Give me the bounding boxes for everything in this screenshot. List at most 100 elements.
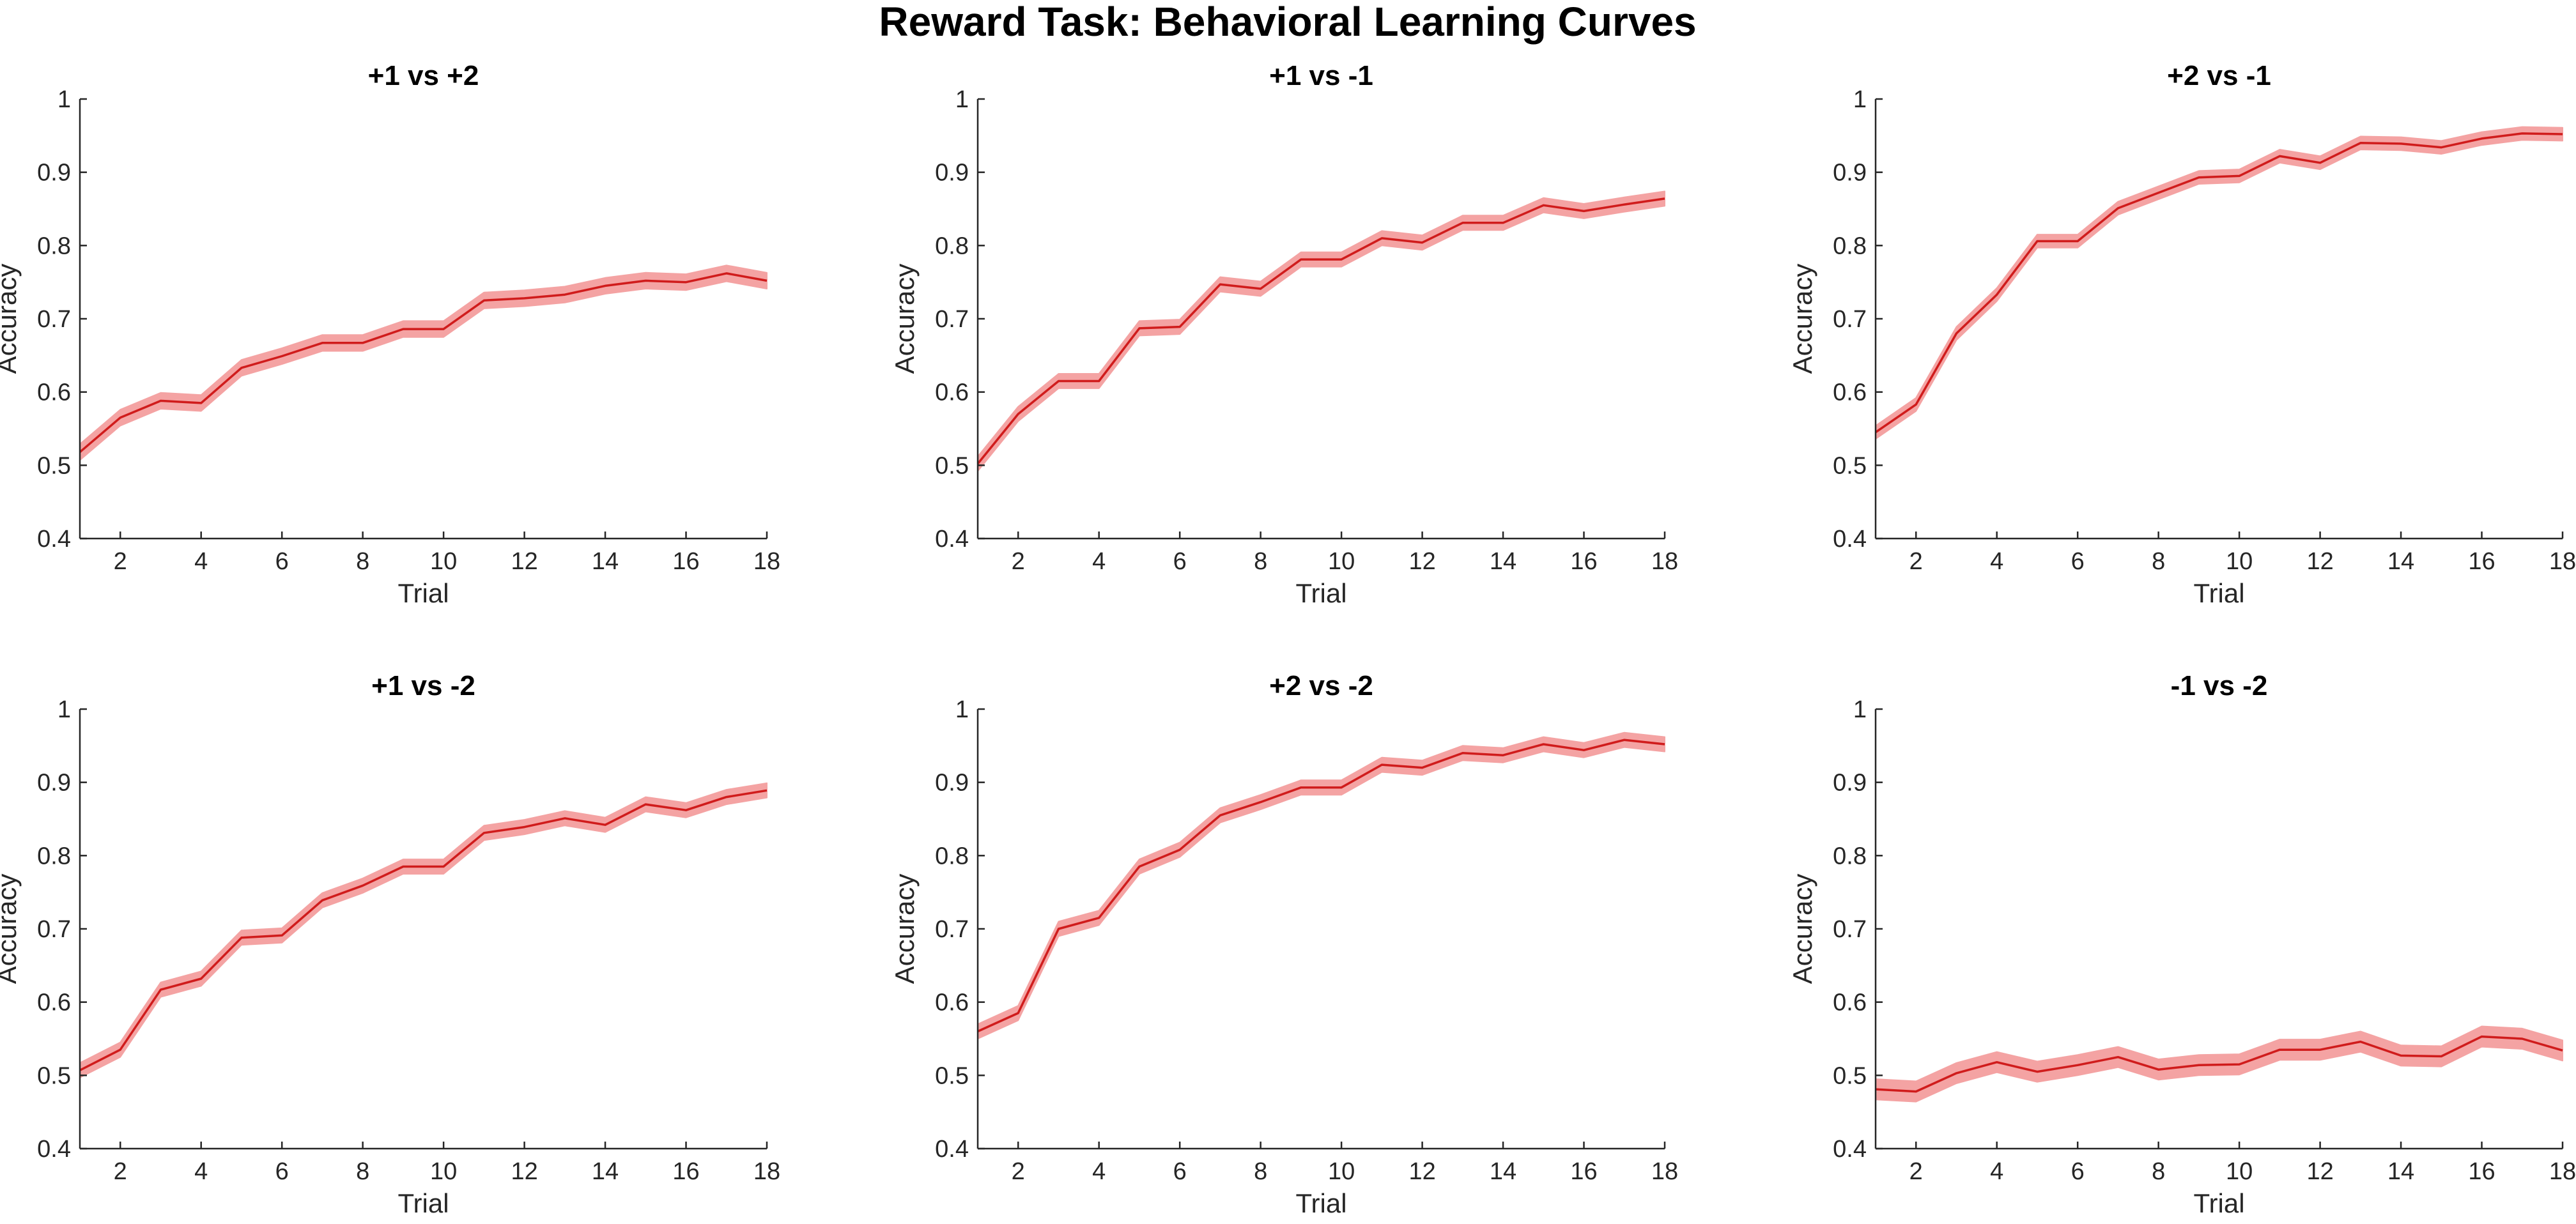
y-tick-label: 1 [58,696,71,723]
y-tick-label: 0.7 [935,306,969,333]
x-axis-label: Trial [2193,1188,2244,1218]
x-tick-label: 8 [2152,548,2165,575]
subplot-title: +2 vs -1 [2167,60,2271,91]
x-tick-label: 12 [1408,1158,1435,1185]
x-tick-label: 18 [2549,548,2576,575]
x-tick-label: 14 [1490,1158,1516,1185]
x-tick-label: 16 [2468,1158,2495,1185]
y-tick-label: 0.4 [1833,1136,1867,1163]
y-tick-label: 0.9 [37,160,71,187]
subplot: 0.40.50.60.70.80.912 4 6 8 10 12 14 16 18TrialAc… [890,60,1678,608]
x-tick-label: 6 [275,548,289,575]
y-tick-label: 0.5 [37,1062,71,1089]
error-band [79,264,767,461]
x-tick-label: 10 [1328,1158,1355,1185]
x-tick-label: 4 [1990,1158,2003,1185]
y-tick-label: 0.7 [1833,916,1867,943]
x-axis-label: Trial [1295,578,1346,608]
x-tick-label: 4 [1092,548,1106,575]
series-line [79,789,767,1071]
x-tick-label: 2 [1909,548,1923,575]
y-tick-label: 0.9 [935,160,969,187]
x-tick-label: 18 [1651,548,1678,575]
x-tick-label: 14 [1490,548,1516,575]
subplot-title: -1 vs -2 [2171,670,2268,701]
x-tick-label: 2 [1909,1158,1923,1185]
x-tick-label: 12 [2306,1158,2333,1185]
y-axis-label: Accuracy [1787,874,1817,984]
x-tick-label: 8 [1254,548,1267,575]
y-tick-label: 0.8 [935,843,969,869]
x-tick-label: 16 [672,1158,699,1185]
x-tick-label: 10 [430,548,457,575]
x-axis-label: Trial [397,578,449,608]
x-tick-label: 16 [1570,1158,1597,1185]
subplot: 0.40.50.60.70.80.912 4 6 8 10 12 14 16 18TrialAc… [1787,60,2576,608]
x-tick-label: 10 [1328,548,1355,575]
x-tick-label: 2 [114,548,127,575]
y-tick-label: 1 [955,86,969,113]
x-tick-label: 14 [592,1158,619,1185]
y-tick-label: 0.4 [37,526,71,553]
y-tick-label: 0.4 [935,1136,969,1163]
y-tick-label: 0.6 [935,990,969,1016]
x-tick-label: 16 [1570,548,1597,575]
y-tick-label: 0.6 [37,379,71,406]
y-tick-label: 0.5 [37,452,71,479]
x-tick-label: 12 [511,1158,537,1185]
y-tick-label: 0.5 [1833,1062,1867,1089]
y-tick-label: 0.5 [1833,452,1867,479]
x-tick-label: 4 [194,548,208,575]
x-tick-label: 6 [2071,1158,2085,1185]
y-tick-label: 0.6 [37,990,71,1016]
error-band [977,190,1665,472]
x-tick-label: 2 [1012,548,1025,575]
x-tick-label: 18 [753,1158,780,1185]
error-band [79,782,767,1078]
x-tick-label: 6 [1173,548,1187,575]
y-tick-label: 1 [1853,86,1867,113]
series-line [1875,1035,2563,1093]
y-tick-label: 0.4 [37,1136,71,1163]
subplot-title: +1 vs -2 [371,670,475,701]
y-tick-label: 0.6 [1833,379,1867,406]
y-tick-label: 1 [58,86,71,113]
x-tick-label: 14 [2387,548,2414,575]
x-tick-label: 2 [114,1158,127,1185]
y-tick-label: 0.9 [935,770,969,797]
x-tick-label: 4 [1990,548,2003,575]
x-axis-label: Trial [2193,578,2244,608]
x-tick-label: 4 [194,1158,208,1185]
x-tick-label: 12 [511,548,537,575]
x-tick-label: 12 [2306,548,2333,575]
series-line [977,738,1665,1033]
y-tick-label: 0.7 [37,916,71,943]
series-line [79,272,767,454]
y-tick-label: 0.9 [37,770,71,797]
x-tick-label: 10 [2226,1158,2253,1185]
y-tick-label: 0.8 [37,843,71,869]
x-tick-label: 8 [356,1158,369,1185]
y-tick-label: 0.4 [935,526,969,553]
y-tick-label: 0.9 [1833,160,1867,187]
series-line [1875,132,2563,434]
x-tick-label: 8 [356,548,369,575]
y-tick-label: 0.9 [1833,770,1867,797]
x-axis-label: Trial [397,1188,449,1218]
y-axis-label: Accuracy [890,264,920,374]
y-tick-label: 1 [1853,696,1867,723]
y-tick-label: 0.6 [935,379,969,406]
x-tick-label: 14 [592,548,619,575]
y-tick-label: 0.8 [935,233,969,259]
subplot: 0.40.50.60.70.80.912 4 6 8 10 12 14 16 18TrialAc… [0,670,780,1218]
error-band [977,731,1665,1039]
y-axis-label: Accuracy [1787,264,1817,374]
y-tick-label: 0.7 [935,916,969,943]
subplot-title: +1 vs -1 [1269,60,1373,91]
y-axis-label: Accuracy [890,874,920,984]
subplot-title: +1 vs +2 [368,60,479,91]
x-tick-label: 6 [2071,548,2085,575]
x-tick-label: 10 [2226,548,2253,575]
